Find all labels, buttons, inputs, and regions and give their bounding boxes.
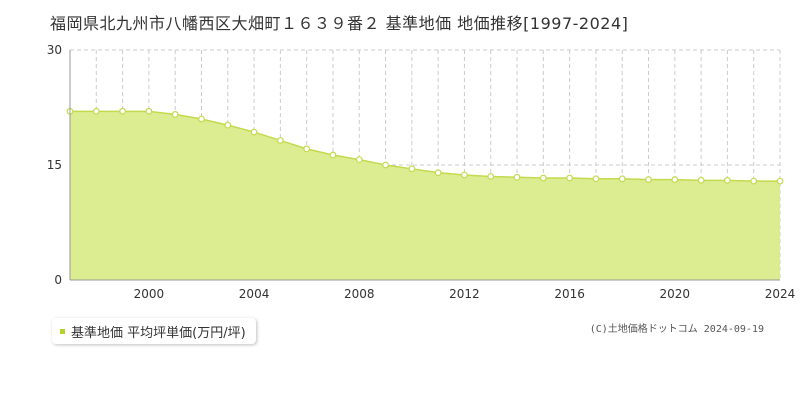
x-tick-label: 2016 (554, 287, 585, 301)
data-point (487, 173, 495, 180)
credit-text: (C)土地価格ドットコム 2024-09-19 (589, 324, 764, 335)
area-layer (70, 110, 780, 280)
chart-title: 福岡県北九州市八幡西区大畑町１６３９番２ 基準地価 地価推移[1997-2024… (50, 14, 629, 33)
legend: 基準地価 平均坪単価(万円/坪) (52, 318, 256, 344)
data-point (198, 115, 205, 123)
data-point (276, 137, 284, 144)
x-tick-label: 2008 (344, 287, 375, 301)
data-point (145, 107, 153, 115)
y-tick-label: 30 (47, 43, 62, 57)
series-line (70, 110, 780, 182)
data-point (382, 161, 389, 169)
data-point (697, 176, 705, 184)
data-point (434, 169, 442, 177)
x-tick-label: 2004 (239, 287, 270, 301)
axis-layer: 0 15 30 2000 2004 2008 2012 2016 2020 2024 (47, 43, 796, 301)
data-point (92, 107, 100, 115)
marker-layer (66, 107, 784, 185)
data-point (461, 171, 468, 179)
legend-label: 基準地価 平均坪単価(万円/坪) (71, 325, 246, 341)
data-point (408, 165, 416, 173)
data-point (513, 173, 521, 181)
data-point (171, 110, 179, 118)
data-point (750, 177, 758, 185)
data-point (645, 176, 652, 183)
y-tick-label: 0 (54, 273, 62, 287)
data-point (566, 174, 574, 182)
x-tick-label: 2024 (765, 287, 796, 301)
series-area (70, 111, 780, 280)
data-point (355, 156, 363, 164)
data-point (119, 107, 126, 115)
data-point (724, 176, 731, 184)
data-point (592, 175, 600, 183)
data-point (776, 177, 784, 185)
x-tick-label: 2020 (660, 287, 691, 301)
data-point (224, 121, 232, 129)
data-point (671, 176, 679, 183)
y-tick-label: 15 (47, 158, 62, 172)
data-point (618, 175, 626, 183)
x-tick-label: 2012 (449, 287, 480, 301)
data-point (303, 145, 311, 153)
x-tick-label: 2000 (134, 287, 165, 301)
legend-swatch (60, 328, 65, 334)
data-point (329, 151, 337, 159)
data-point (250, 128, 258, 136)
data-point (539, 174, 547, 182)
